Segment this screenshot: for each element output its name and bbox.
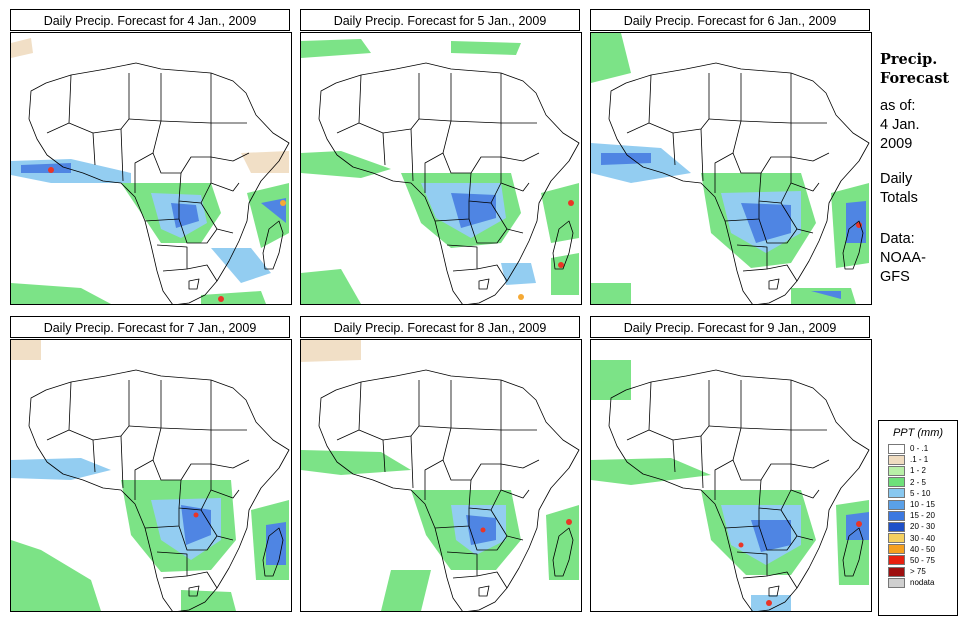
legend-swatch [888,533,905,544]
heading-line-2: Forecast [880,70,950,87]
panel-title: Daily Precip. Forecast for 9 Jan., 2009 [590,316,870,338]
forecast-panel-jan-6: Daily Precip. Forecast for 6 Jan., 2009 [590,9,872,305]
forecast-heading: Precip. Forecast [880,50,965,88]
legend-item: 5 - 10 [888,488,957,499]
legend-swatch [888,454,905,465]
data-source-name: NOAA- [880,250,926,266]
precip-map [10,339,292,612]
data-source-label: Data: [880,231,915,247]
precip-map [10,32,292,305]
legend-swatch [888,443,905,454]
legend-item: 1 - 2 [888,465,957,476]
legend-swatch [888,577,905,588]
data-source-note: Data: NOAA- GFS [880,230,965,287]
precip-map [300,32,582,305]
legend-swatch [888,566,905,577]
legend-label: 1 - 2 [910,466,927,476]
legend-item: 30 - 40 [888,533,957,544]
forecast-panel-jan-8: Daily Precip. Forecast for 8 Jan., 2009 [300,316,582,612]
legend-swatch [888,488,905,499]
legend-swatch [888,477,905,488]
legend-label: 10 - 15 [910,500,935,510]
heading-line-1: Precip. [880,51,938,68]
forecast-panel-jan-7: Daily Precip. Forecast for 7 Jan., 2009 [10,316,292,612]
legend-label: 30 - 40 [910,533,935,543]
data-source-model: GFS [880,269,910,285]
totals-note: Daily Totals [880,170,965,208]
forecast-panel-jan-9: Daily Precip. Forecast for 9 Jan., 2009 [590,316,872,612]
legend-title: PPT (mm) [892,427,944,439]
legend-label: nodata [910,578,935,588]
as-of-year: 2009 [880,136,913,152]
legend-label: 50 - 75 [910,555,935,565]
legend-swatch [888,499,905,510]
legend-item: .1 - 1 [888,454,957,465]
panel-title: Daily Precip. Forecast for 6 Jan., 2009 [590,9,870,31]
legend-label: 5 - 10 [910,488,931,498]
legend-swatch [888,544,905,555]
legend-label: > 75 [910,567,926,577]
legend-label: 40 - 50 [910,544,935,554]
legend-label: .1 - 1 [910,455,929,465]
legend-label: 2 - 5 [910,477,927,487]
legend-label: 0 - .1 [910,444,929,454]
as-of-note: as of: 4 Jan. 2009 [880,97,965,154]
precip-map [300,339,582,612]
legend-item: nodata [888,577,957,588]
forecast-panel-jan-4: Daily Precip. Forecast for 4 Jan., 2009 [10,9,292,305]
legend-item: 2 - 5 [888,477,957,488]
as-of-date: 4 Jan. [880,117,920,133]
legend-item: 15 - 20 [888,510,957,521]
legend-item: 20 - 30 [888,521,957,532]
as-of-label: as of: [880,98,916,114]
precip-map [590,339,872,612]
legend-item: 10 - 15 [888,499,957,510]
legend-swatch [888,521,905,532]
legend-label: 15 - 20 [910,511,935,521]
totals-line-2: Totals [880,190,918,206]
totals-line-1: Daily [880,171,913,187]
legend-item: 50 - 75 [888,555,957,566]
legend-swatch [888,510,905,521]
panel-title: Daily Precip. Forecast for 8 Jan., 2009 [300,316,580,338]
panel-title: Daily Precip. Forecast for 5 Jan., 2009 [300,9,580,31]
legend-swatch [888,465,905,476]
panel-title: Daily Precip. Forecast for 7 Jan., 2009 [10,316,290,338]
panel-title: Daily Precip. Forecast for 4 Jan., 2009 [10,9,290,31]
legend-swatch [888,555,905,566]
forecast-panel-jan-5: Daily Precip. Forecast for 5 Jan., 2009 [300,9,582,305]
legend-label: 20 - 30 [910,522,935,532]
precip-map [590,32,872,305]
legend-item: > 75 [888,566,957,577]
legend-item: 0 - .1 [888,443,957,454]
legend-item: 40 - 50 [888,544,957,555]
